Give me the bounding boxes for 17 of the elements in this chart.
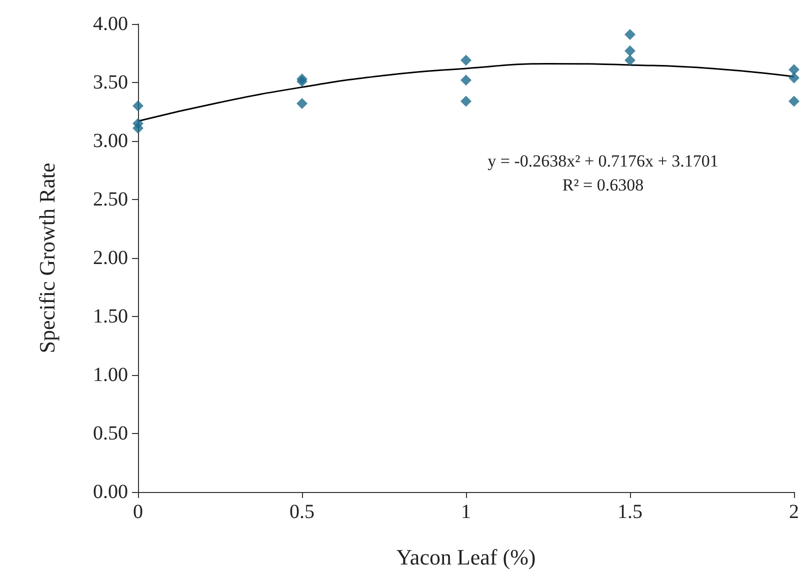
x-tick-label: 2 bbox=[789, 501, 799, 523]
y-tick-label: 3.00 bbox=[93, 130, 128, 152]
y-tick-label: 1.00 bbox=[93, 364, 128, 386]
y-tick-label: 2.50 bbox=[93, 188, 128, 210]
x-axis-title: Yacon Leaf (%) bbox=[396, 544, 536, 570]
annotation: y = -0.2638x² + 0.7176x + 3.1701 R² = 0.6308 bbox=[488, 152, 718, 194]
x-tick-label: 1 bbox=[461, 501, 471, 523]
x-tick-label: 0.5 bbox=[290, 501, 314, 523]
y-tick-label: 2.00 bbox=[93, 247, 128, 269]
y-tick-label: 1.50 bbox=[93, 306, 128, 328]
y-tick-label: 3.50 bbox=[93, 72, 128, 94]
y-tick-label: 0.50 bbox=[93, 422, 128, 444]
x-tick-label: 0 bbox=[133, 501, 143, 523]
y-tick-label: 0.00 bbox=[93, 481, 128, 503]
x-tick-label: 1.5 bbox=[618, 501, 642, 523]
y-axis-title: Specific Growth Rate bbox=[34, 162, 60, 354]
y-tick-label: 4.00 bbox=[93, 13, 128, 35]
